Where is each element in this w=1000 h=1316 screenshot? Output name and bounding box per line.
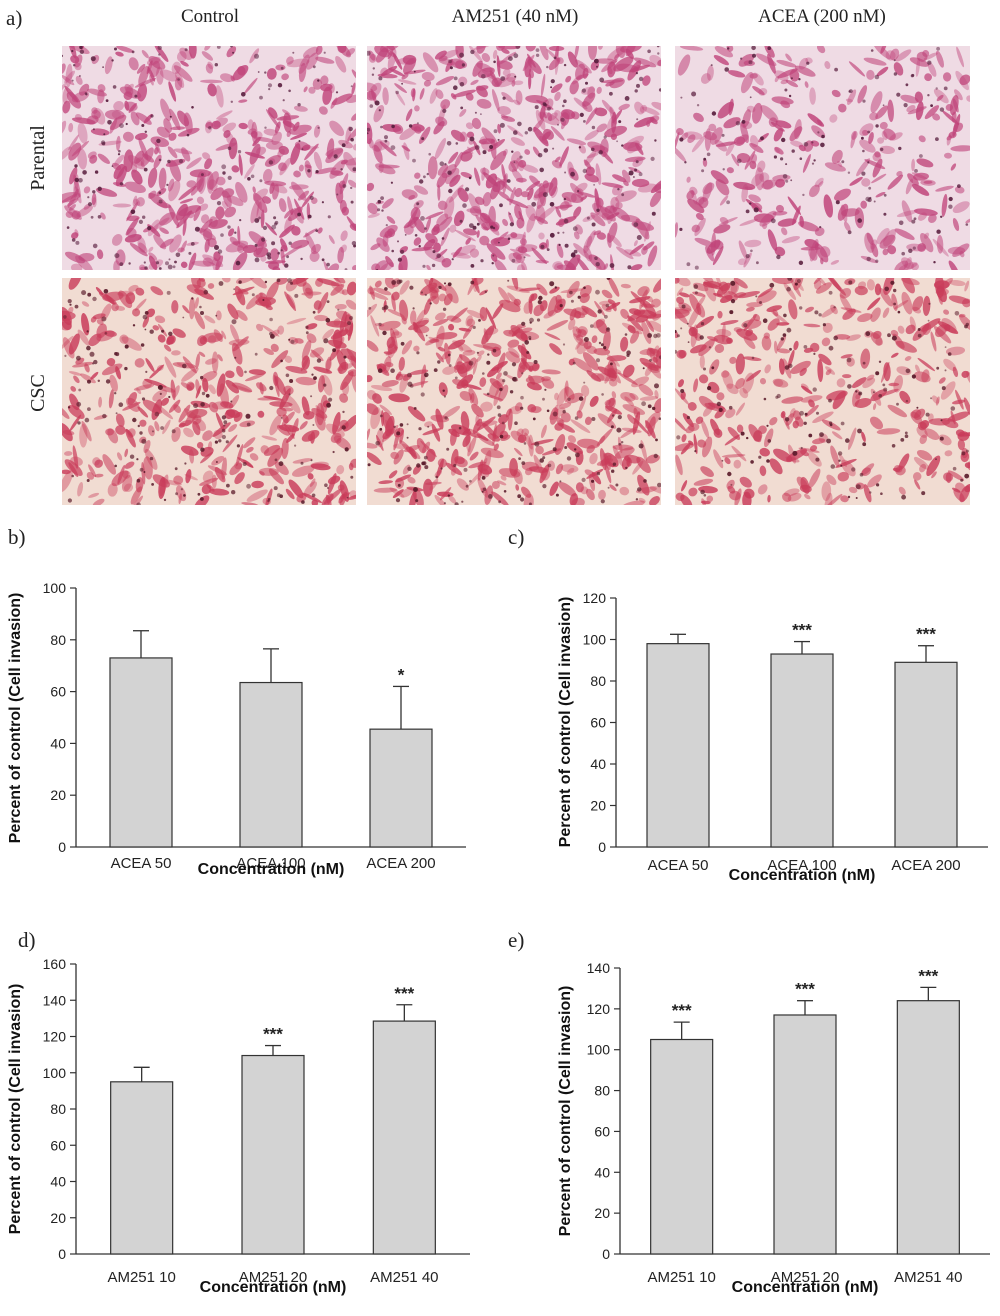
y-tick-label: 100 bbox=[583, 632, 607, 648]
y-tick-label: 80 bbox=[50, 632, 66, 648]
panel-b-letter: b) bbox=[8, 525, 26, 549]
y-tick-label: 100 bbox=[587, 1042, 611, 1058]
significance-marker: *** bbox=[916, 625, 936, 644]
significance-marker: *** bbox=[394, 984, 414, 1003]
y-tick-label: 80 bbox=[594, 1083, 610, 1099]
x-tick-label: AM251 20 bbox=[239, 1269, 307, 1286]
bar bbox=[241, 1054, 305, 1255]
column-title-am251: AM251 (40 nM) bbox=[451, 6, 579, 27]
y-tick-label: 0 bbox=[598, 839, 606, 855]
y-tick-label: 80 bbox=[590, 673, 606, 689]
micrograph-csc-am251 bbox=[367, 278, 661, 505]
x-tick-label: ACEA 200 bbox=[891, 857, 960, 874]
micrograph-parental-acea bbox=[675, 46, 970, 270]
x-tick-label: AM251 20 bbox=[771, 1269, 839, 1286]
column-title-control: Control bbox=[180, 6, 240, 27]
y-tick-label: 60 bbox=[50, 684, 66, 700]
y-tick-label: 120 bbox=[587, 1001, 611, 1017]
row-label-csc: CSC bbox=[27, 374, 49, 412]
y-tick-label: 100 bbox=[43, 580, 67, 596]
y-tick-label: 20 bbox=[50, 787, 66, 803]
bar bbox=[894, 661, 958, 848]
x-tick-label: AM251 40 bbox=[894, 1269, 962, 1286]
panel-e-letter: e) bbox=[508, 928, 525, 952]
bar bbox=[773, 1014, 837, 1255]
y-axis-label: Percent of control (Cell invasion) bbox=[557, 986, 574, 1237]
panel-c-letter: c) bbox=[508, 525, 525, 549]
x-tick-label: ACEA 100 bbox=[767, 857, 836, 874]
y-tick-label: 80 bbox=[50, 1101, 66, 1117]
y-tick-label: 140 bbox=[587, 960, 611, 976]
bar bbox=[109, 657, 173, 848]
significance-marker: *** bbox=[918, 966, 938, 985]
y-axis-label: Percent of control (Cell invasion) bbox=[7, 984, 24, 1235]
bar bbox=[369, 728, 433, 848]
panel-d-letter: d) bbox=[18, 928, 36, 952]
significance-marker: *** bbox=[263, 1025, 283, 1044]
micrograph-csc-acea bbox=[675, 278, 970, 505]
y-tick-label: 40 bbox=[50, 735, 66, 751]
y-tick-label: 100 bbox=[43, 1065, 67, 1081]
y-tick-label: 0 bbox=[602, 1246, 610, 1262]
column-title-acea: ACEA (200 nM) bbox=[758, 6, 886, 27]
x-tick-label: ACEA 100 bbox=[236, 855, 305, 872]
significance-marker: *** bbox=[792, 621, 812, 640]
y-axis-label: Percent of control (Cell invasion) bbox=[7, 593, 24, 844]
x-axis-label: Concentration (nM) bbox=[729, 867, 876, 884]
panel-a-letter: a) bbox=[6, 6, 23, 30]
bar bbox=[110, 1081, 174, 1255]
bar bbox=[650, 1038, 714, 1255]
bar bbox=[896, 1000, 960, 1255]
x-tick-label: AM251 10 bbox=[107, 1269, 175, 1286]
bar bbox=[372, 1020, 436, 1255]
x-tick-label: ACEA 200 bbox=[366, 855, 435, 872]
x-axis-label: Concentration (nM) bbox=[200, 1279, 347, 1296]
y-tick-label: 40 bbox=[50, 1174, 66, 1190]
micrograph-csc-control bbox=[62, 278, 356, 505]
y-axis-label: Percent of control (Cell invasion) bbox=[557, 597, 574, 848]
y-tick-label: 120 bbox=[583, 590, 607, 606]
significance-marker: *** bbox=[795, 980, 815, 999]
y-tick-label: 20 bbox=[594, 1205, 610, 1221]
x-tick-label: AM251 40 bbox=[370, 1269, 438, 1286]
bar bbox=[239, 681, 303, 848]
y-tick-label: 160 bbox=[43, 956, 67, 972]
y-tick-label: 140 bbox=[43, 992, 67, 1008]
x-tick-label: AM251 10 bbox=[647, 1269, 715, 1286]
bar bbox=[646, 643, 710, 848]
significance-marker: *** bbox=[672, 1001, 692, 1020]
x-axis-label: Concentration (nM) bbox=[198, 861, 345, 878]
y-tick-label: 120 bbox=[43, 1029, 67, 1045]
y-tick-label: 60 bbox=[590, 715, 606, 731]
chart-d: 0 20 40 60 80 100 120 140 160 AM251 10 *** AM251 20… bbox=[7, 956, 470, 1296]
chart-b: 0 20 40 60 80 100 ACEA 50 ACEA 100 * ACEA 200 Conc… bbox=[7, 580, 466, 878]
micrograph-parental-control bbox=[62, 46, 356, 270]
y-tick-label: 60 bbox=[594, 1123, 610, 1139]
y-tick-label: 0 bbox=[58, 839, 66, 855]
bar bbox=[770, 653, 834, 848]
significance-marker: * bbox=[398, 665, 405, 684]
y-tick-label: 60 bbox=[50, 1137, 66, 1153]
x-tick-label: ACEA 50 bbox=[111, 855, 172, 872]
row-label-parental: Parental bbox=[27, 125, 49, 191]
y-tick-label: 20 bbox=[590, 798, 606, 814]
y-tick-label: 20 bbox=[50, 1210, 66, 1226]
y-tick-label: 40 bbox=[594, 1164, 610, 1180]
chart-c: 0 20 40 60 80 100 120 ACEA 50 *** ACEA 100 *** ACEA… bbox=[557, 590, 988, 884]
chart-e: 0 20 40 60 80 100 120 140 *** AM251 10 *** AM251 20… bbox=[557, 960, 990, 1296]
y-tick-label: 0 bbox=[58, 1246, 66, 1262]
y-tick-label: 40 bbox=[590, 756, 606, 772]
micrograph-parental-am251 bbox=[367, 46, 661, 270]
x-tick-label: ACEA 50 bbox=[648, 857, 709, 874]
x-axis-label: Concentration (nM) bbox=[732, 1279, 879, 1296]
